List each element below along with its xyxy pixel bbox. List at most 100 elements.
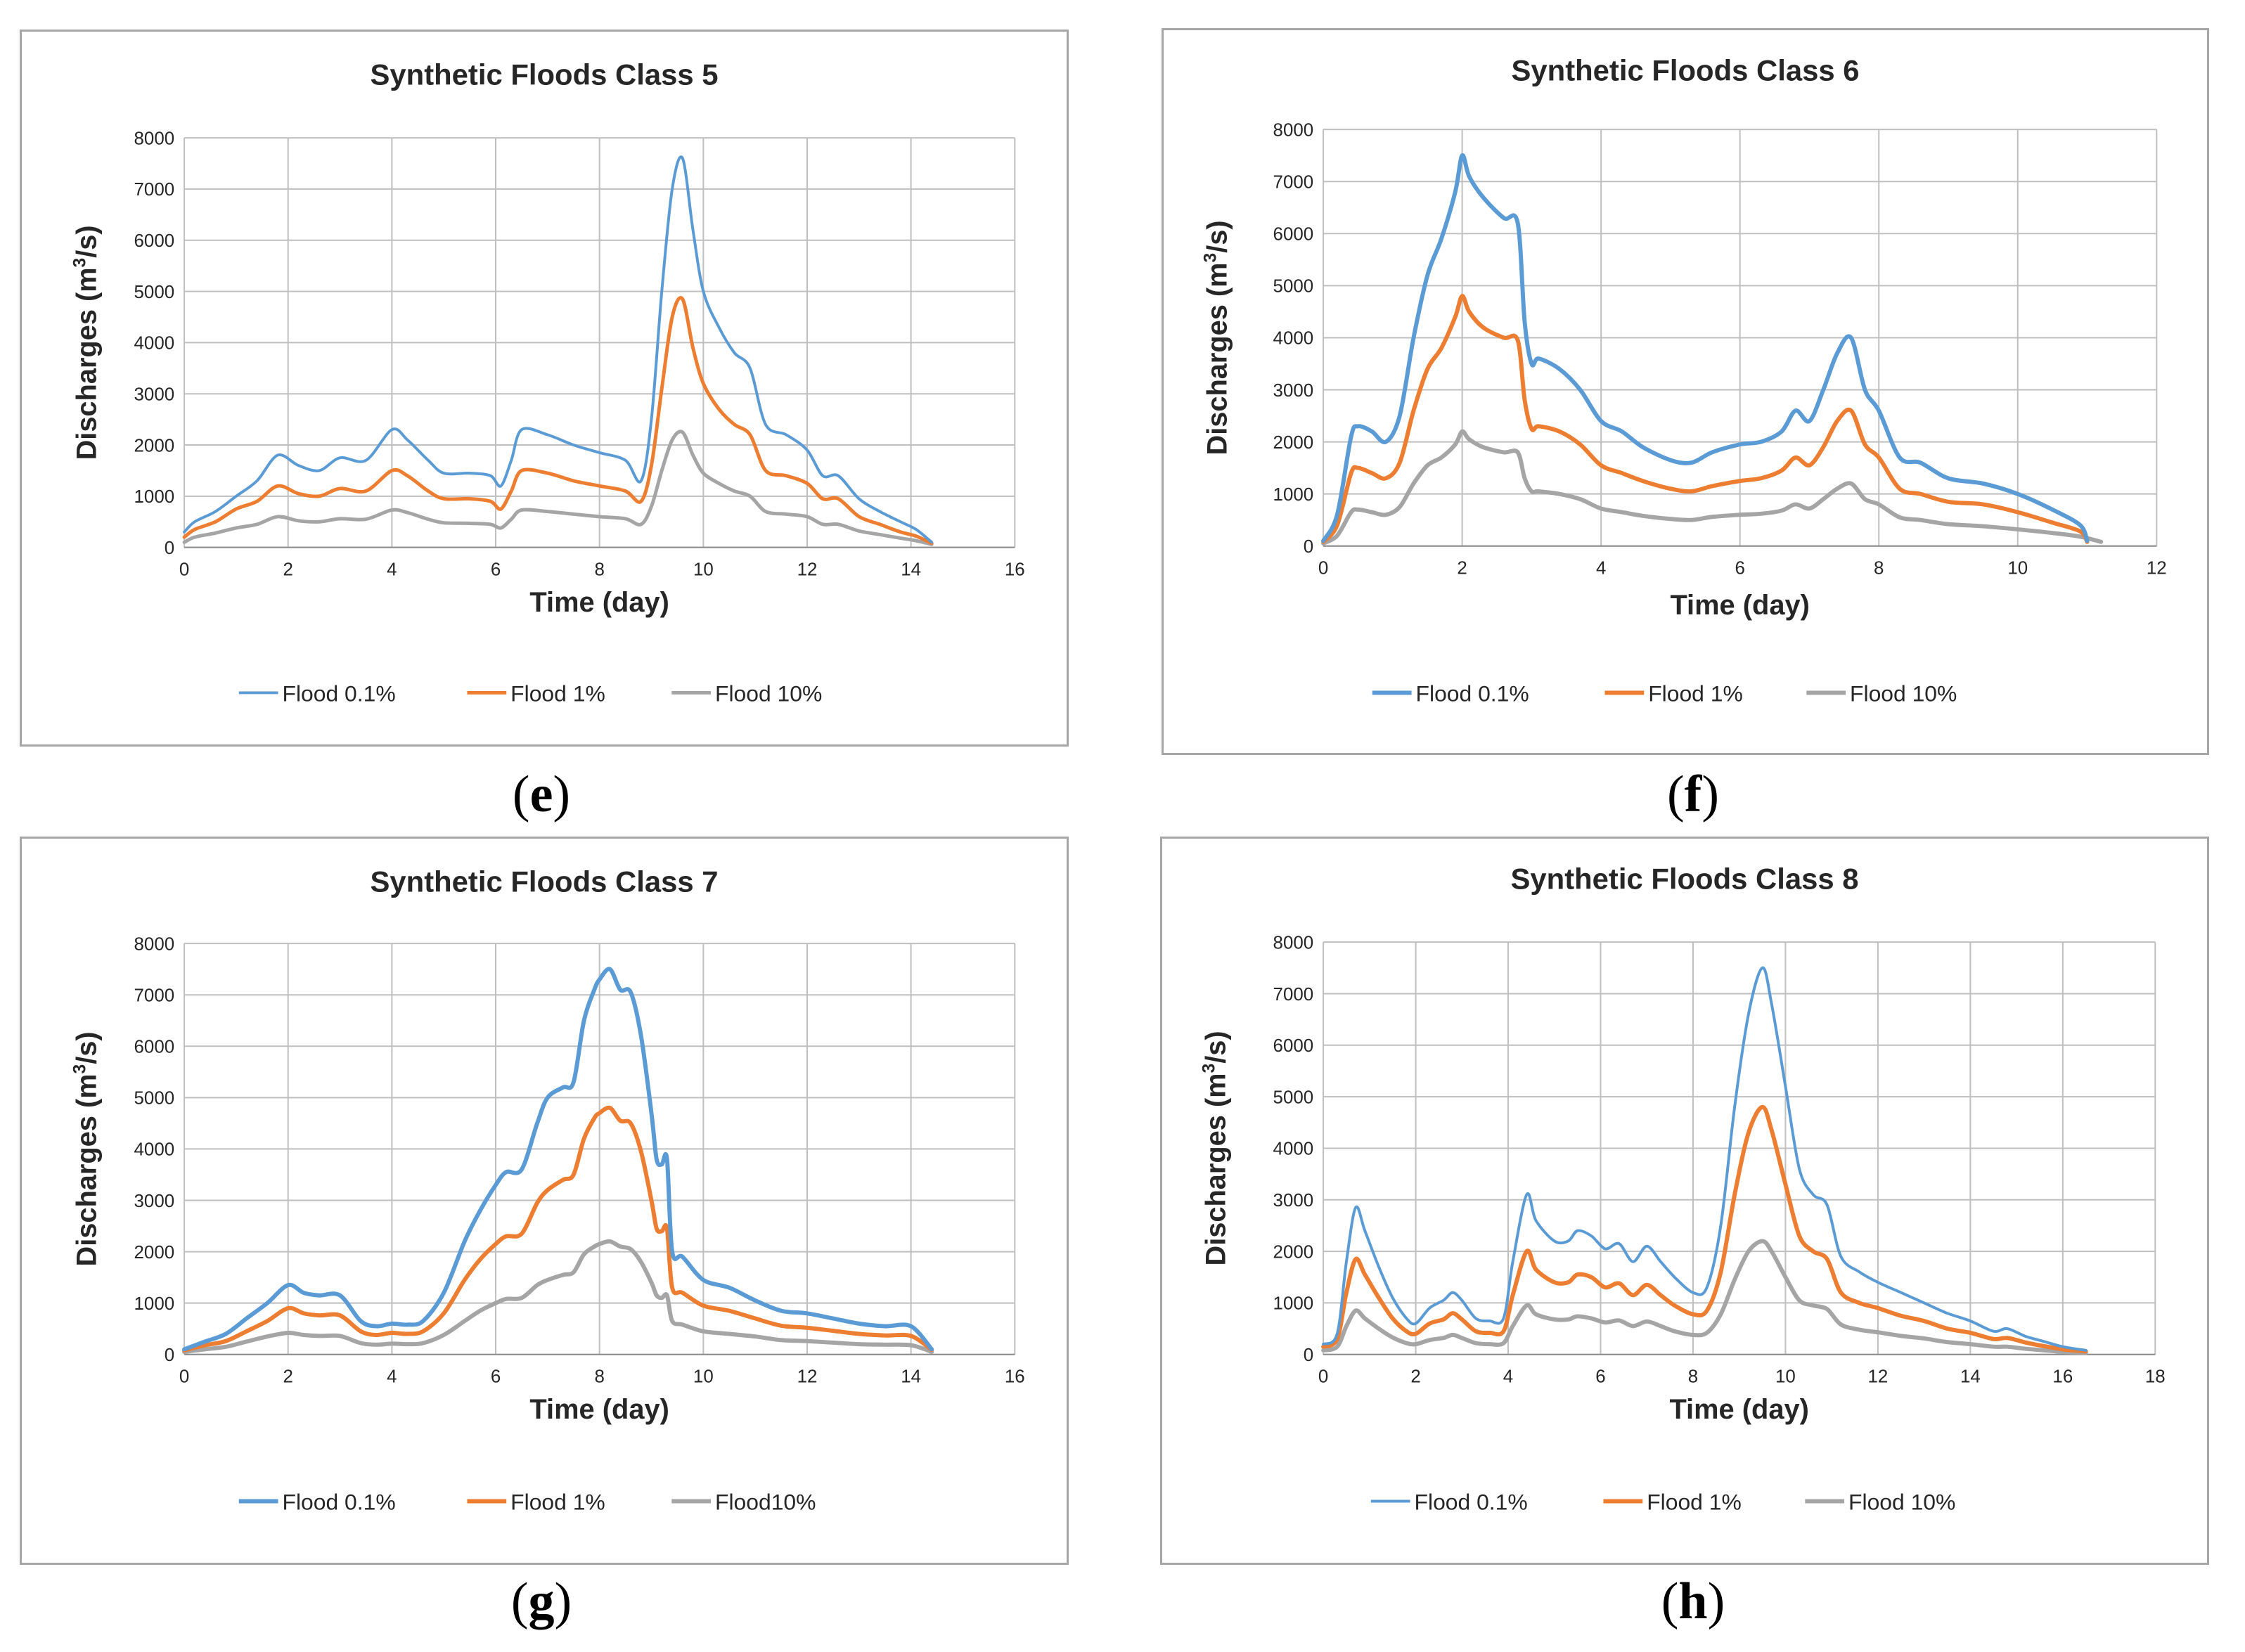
x-tick-label: 0 [1318, 1367, 1328, 1387]
y-tick-label: 8000 [1273, 933, 1314, 953]
y-tick-label: 5000 [1273, 277, 1314, 297]
y-tick-label: 2000 [1273, 433, 1314, 453]
series-line [182, 967, 934, 1352]
chart-title: Synthetic Floods Class 7 [371, 865, 719, 898]
y-tick-label: 3000 [1273, 1191, 1314, 1211]
caption-letter: f [1684, 766, 1702, 823]
legend-label: Flood 10% [1848, 1489, 1955, 1514]
x-tick-label: 16 [1005, 1367, 1025, 1387]
x-tick-label: 12 [797, 560, 818, 579]
chart-panel-f: 0 1000 2000 3000 4000 5000 6000 7000 8000 0 2 4 6 8 10… [1162, 28, 2209, 755]
y-tick-label: 3000 [134, 385, 175, 405]
x-tick-label: 0 [179, 560, 189, 579]
x-tick-label: 0 [179, 1367, 189, 1387]
y-tick-label: 7000 [1273, 985, 1314, 1005]
x-tick-label: 4 [387, 1367, 397, 1387]
chart-svg-g: 0 1000 2000 3000 4000 5000 6000 7000 8000 0 2 4 6 8 10… [70, 865, 1025, 1515]
caption-h: (h) [1661, 1573, 1725, 1630]
plot-area: 0 1000 2000 3000 4000 5000 6000 7000 8000 0 2 4 6 8 10… [134, 129, 1025, 579]
x-tick-label: 2 [1410, 1367, 1420, 1387]
legend-label: Flood 1% [510, 1489, 605, 1514]
legend-label: Flood10% [715, 1489, 816, 1514]
plot-area: 0 1000 2000 3000 4000 5000 6000 7000 8000 0 2 4 6 8 10… [134, 934, 1025, 1386]
x-tick-label: 6 [491, 1367, 501, 1387]
plot-area: 0 1000 2000 3000 4000 5000 6000 7000 8000 0 2 4 6 8 10… [1273, 933, 2166, 1386]
y-tick-label: 4000 [134, 1140, 175, 1160]
chart-panel-e: 0 1000 2000 3000 4000 5000 6000 7000 8000 0 2 4 6 8 10… [20, 30, 1069, 747]
y-tick-label: 4000 [1273, 329, 1314, 349]
y-tick-label: 4000 [134, 334, 175, 354]
x-tick-label: 10 [693, 1367, 714, 1387]
x-axis-label: Time (day) [529, 587, 669, 618]
x-tick-label: 6 [1735, 559, 1744, 579]
y-axis-label: Discharges (m3/s) [1199, 1031, 1231, 1265]
legend-label: Flood 10% [715, 680, 822, 706]
legend-label: Flood 0.1% [283, 1489, 396, 1514]
x-tick-label: 6 [491, 560, 501, 579]
x-tick-label: 14 [1960, 1367, 1981, 1387]
y-tick-label: 1000 [1273, 485, 1314, 505]
legend-label: Flood 1% [510, 680, 605, 706]
chart-title: Synthetic Floods Class 5 [370, 58, 718, 91]
legend-label: Flood 10% [1850, 680, 1957, 706]
plot-area: 0 1000 2000 3000 4000 5000 6000 7000 8000 0 2 4 6 8 10… [1273, 121, 2167, 579]
y-axis-label: Discharges (m3/s) [70, 1031, 102, 1266]
y-tick-label: 6000 [1273, 1036, 1314, 1056]
series-line [1321, 1104, 2088, 1354]
y-tick-label: 3000 [134, 1192, 175, 1211]
y-tick-label: 6000 [1273, 225, 1314, 245]
x-tick-label: 12 [797, 1367, 818, 1387]
y-tick-label: 5000 [134, 1089, 175, 1109]
x-tick-label: 0 [1318, 559, 1328, 579]
y-tick-label: 2000 [134, 436, 175, 456]
y-tick-label: 1000 [134, 487, 175, 507]
y-tick-label: 0 [1304, 537, 1313, 557]
x-tick-label: 10 [693, 560, 714, 579]
x-tick-label: 8 [1874, 559, 1884, 579]
series-line [182, 1239, 934, 1355]
y-tick-label: 7000 [134, 180, 175, 200]
x-tick-label: 2 [1457, 559, 1467, 579]
y-tick-label: 8000 [134, 934, 175, 954]
y-axis-label: Discharges (m3/s) [1201, 220, 1233, 455]
x-tick-label: 12 [1867, 1367, 1888, 1387]
x-tick-label: 14 [901, 560, 921, 579]
x-tick-label: 8 [1688, 1367, 1698, 1387]
caption-letter: h [1678, 1573, 1708, 1630]
y-tick-label: 8000 [1273, 121, 1314, 141]
chart-title: Synthetic Floods Class 6 [1512, 54, 1860, 87]
series-line [1321, 153, 2090, 543]
series-line [182, 296, 934, 546]
series-line [1321, 294, 2090, 544]
caption-letter: g [528, 1573, 555, 1630]
series-line [183, 155, 934, 544]
chart-svg-h: 0 1000 2000 3000 4000 5000 6000 7000 8000 0 2 4 6 8 10… [1199, 863, 2166, 1515]
x-tick-label: 10 [2007, 559, 2028, 579]
y-tick-label: 1000 [1273, 1294, 1314, 1314]
x-tick-label: 8 [594, 1367, 604, 1387]
y-axis-label: Discharges (m3/s) [70, 225, 102, 460]
chart-svg-f: 0 1000 2000 3000 4000 5000 6000 7000 8000 0 2 4 6 8 10… [1201, 54, 2167, 706]
legend-label: Flood 1% [1647, 1489, 1742, 1514]
y-tick-label: 4000 [1273, 1140, 1314, 1159]
y-tick-label: 0 [165, 1346, 174, 1365]
x-axis-label: Time (day) [1670, 590, 1809, 621]
y-tick-label: 0 [165, 538, 174, 558]
caption-e: (e) [512, 766, 571, 823]
y-tick-label: 2000 [134, 1243, 175, 1263]
legend-label: Flood 0.1% [283, 680, 396, 706]
series-line [182, 430, 934, 546]
caption-g: (g) [510, 1573, 572, 1630]
series-line [1322, 966, 2088, 1352]
x-tick-label: 10 [1775, 1367, 1796, 1387]
chart-svg-e: 0 1000 2000 3000 4000 5000 6000 7000 8000 0 2 4 6 8 10… [70, 58, 1025, 706]
series-line [1321, 429, 2104, 546]
y-tick-label: 2000 [1273, 1242, 1314, 1262]
chart-panel-g: 0 1000 2000 3000 4000 5000 6000 7000 8000 0 2 4 6 8 10… [20, 837, 1069, 1565]
y-tick-label: 6000 [134, 1038, 175, 1057]
chart-title: Synthetic Floods Class 8 [1511, 863, 1859, 896]
y-tick-label: 3000 [1273, 381, 1314, 401]
x-tick-label: 4 [1596, 559, 1606, 579]
y-tick-label: 8000 [134, 129, 175, 148]
x-tick-label: 16 [2052, 1367, 2073, 1387]
